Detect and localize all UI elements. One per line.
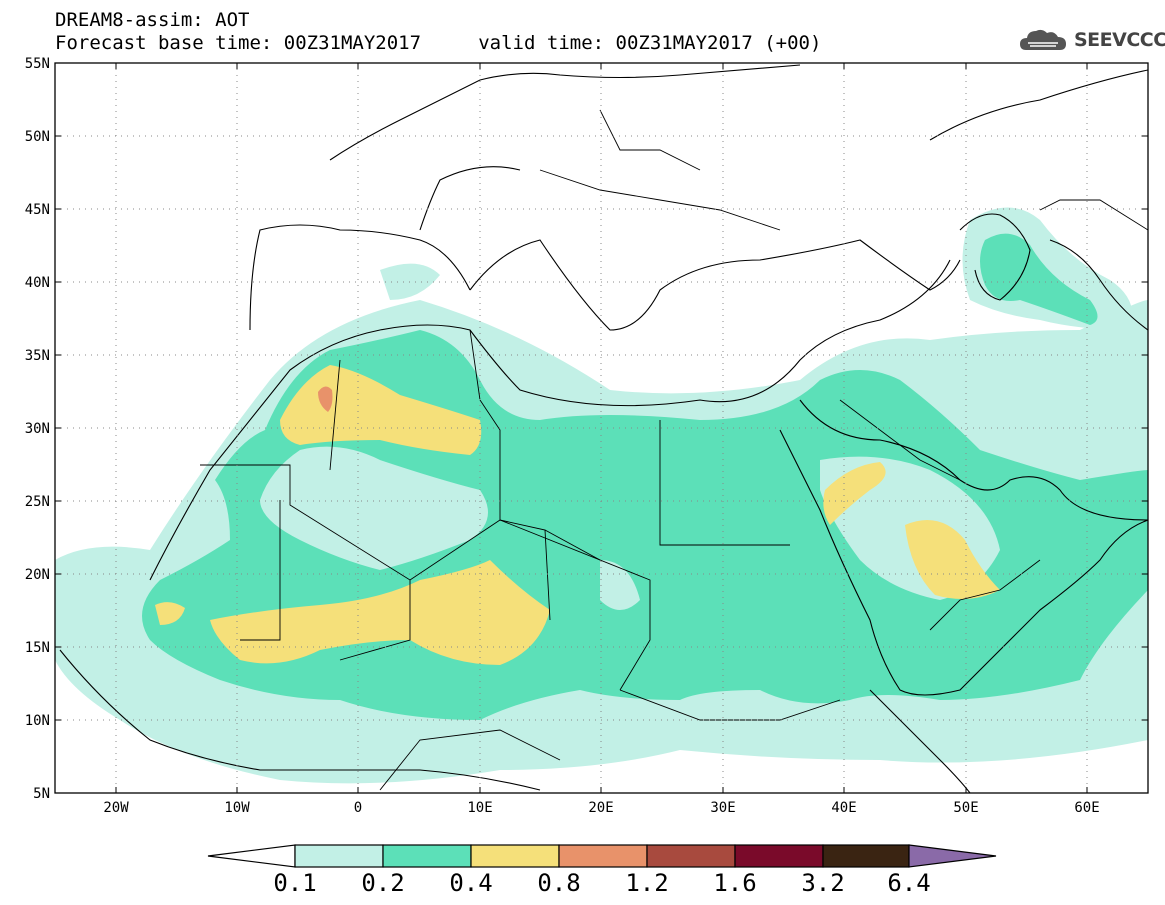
colorbar-label: 6.4 — [887, 869, 930, 897]
coastlines — [59, 64, 1148, 793]
lon-label: 0 — [354, 800, 362, 816]
colorbar-swatch — [382, 844, 472, 868]
colorbar-swatch — [646, 844, 736, 868]
colorbar — [207, 844, 997, 868]
map-title: DREAM8-assim: AOT — [55, 9, 250, 31]
lon-label: 10E — [467, 800, 492, 816]
lat-label: 45N — [25, 202, 50, 218]
colorbar-label: 0.4 — [449, 869, 492, 897]
graticule — [55, 63, 1148, 793]
forecast-time-line: Forecast base time: 00Z31MAY2017 valid t… — [55, 32, 822, 54]
lat-label: 15N — [25, 640, 50, 656]
lon-label: 20W — [103, 800, 129, 816]
seevccc-logo: SEEVCCC — [1018, 26, 1165, 54]
colorbar-label: 0.8 — [537, 869, 580, 897]
lat-label: 10N — [25, 713, 50, 729]
colorbar-label: 0.2 — [361, 869, 404, 897]
colorbar-swatch — [822, 844, 910, 868]
lat-label: 30N — [25, 421, 50, 437]
colorbar-label: 1.2 — [625, 869, 668, 897]
lat-label: 25N — [25, 494, 50, 510]
cloud-logo-icon — [1020, 29, 1066, 50]
colorbar-swatch — [734, 844, 824, 868]
colorbar-label: 3.2 — [801, 869, 844, 897]
aot-band-0.8-1.2 — [318, 386, 333, 412]
map-area — [55, 63, 1148, 793]
colorbar-label: 0.1 — [273, 869, 316, 897]
colorbar-label: 1.6 — [713, 869, 756, 897]
lat-label: 20N — [25, 567, 50, 583]
axis-ticks — [55, 62, 1148, 794]
colorbar-swatch — [558, 844, 648, 868]
lon-label: 50E — [953, 800, 978, 816]
lat-label: 5N — [33, 786, 50, 802]
logo-text: SEEVCCC — [1074, 29, 1165, 51]
lon-label: 60E — [1074, 800, 1099, 816]
colorbar-swatch — [470, 844, 560, 868]
colorbar-cap-high — [908, 844, 997, 868]
lat-label: 55N — [25, 56, 50, 72]
lat-label: 50N — [25, 129, 50, 145]
lon-label: 40E — [831, 800, 856, 816]
lat-label: 35N — [25, 348, 50, 364]
lon-label: 30E — [710, 800, 735, 816]
colorbar-labels: 0.1 0.2 0.4 0.8 1.2 1.6 3.2 6.4 — [273, 869, 930, 897]
latitude-labels: 55N 50N 45N 40N 35N 30N 25N 20N 15N 10N … — [25, 56, 50, 802]
colorbar-swatch — [294, 844, 384, 868]
longitude-labels: 20W 10W 0 10E 20E 30E 40E 50E 60E — [103, 800, 1099, 816]
lon-label: 20E — [588, 800, 613, 816]
aot-band-0.4-0.8 — [155, 365, 1000, 665]
lon-label: 10W — [224, 800, 250, 816]
lat-label: 40N — [25, 275, 50, 291]
colorbar-cap-low — [207, 844, 296, 868]
